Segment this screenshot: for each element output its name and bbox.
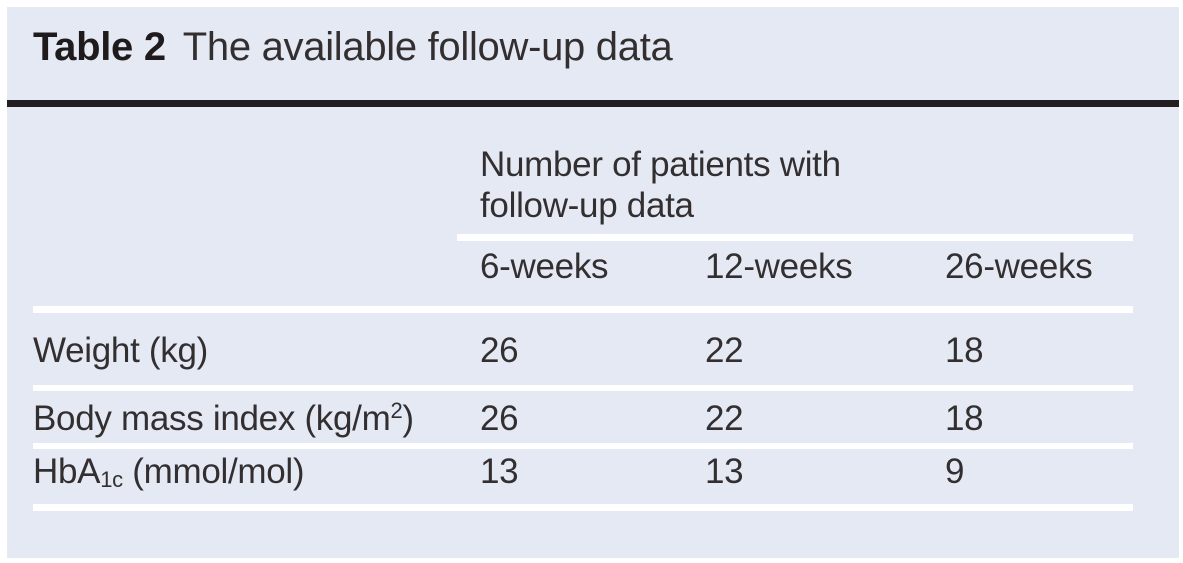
group-header-rule [457,234,1133,241]
group-header-line-1: Number of patients with [480,145,841,184]
column-header-12-weeks: 12-weeks [705,247,853,286]
table-row-bmi: Body mass index (kg/m2) 26 22 18 [7,398,1179,441]
row-label-hba1c: HbA1c (mmol/mol) [33,452,305,492]
bmi-12-weeks-value: 22 [705,399,744,438]
weight-26-weeks-value: 18 [945,331,984,370]
table-row-weight: Weight (kg) 26 22 18 [7,333,1179,373]
title-rule [7,100,1179,107]
hba1c-26-weeks-value: 9 [945,452,965,491]
column-header-26-weeks: 26-weeks [945,247,1093,286]
group-header-line-2: follow-up data [480,186,694,225]
row-label-weight: Weight (kg) [33,331,208,370]
row-separator-rule-2 [33,443,1133,449]
bmi-26-weeks-value: 18 [945,399,984,438]
column-group-header: Number of patients with follow-up data [480,144,841,226]
hba1c-12-weeks-value: 13 [705,452,744,491]
weight-12-weeks-value: 22 [705,331,744,370]
column-header-6-weeks: 6-weeks [480,247,609,286]
row-label-bmi: Body mass index (kg/m2) [33,398,414,438]
table-caption: The available follow-up data [182,25,673,69]
table-panel: Table 2 The available follow-up data Numb… [7,7,1179,558]
row-separator-rule-1 [33,385,1133,391]
bmi-6-weeks-value: 26 [480,399,519,438]
table-bottom-rule [33,504,1133,511]
header-separator-rule [33,306,1133,313]
column-header-row: 6-weeks 12-weeks 26-weeks [7,249,1179,285]
weight-6-weeks-value: 26 [480,331,519,370]
table-number: Table 2 [33,25,166,69]
hba1c-6-weeks-value: 13 [480,452,519,491]
table-title: Table 2 The available follow-up data [33,25,673,69]
table-row-hba1c: HbA1c (mmol/mol) 13 13 9 [7,454,1179,494]
